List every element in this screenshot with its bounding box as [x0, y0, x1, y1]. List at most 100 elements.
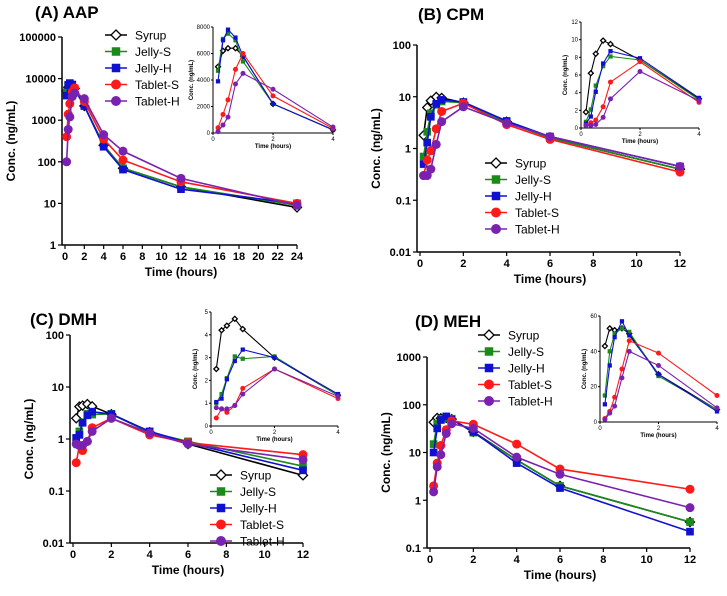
x-tick-label: 10 [259, 549, 271, 561]
data-point [240, 385, 246, 391]
x-tick-label: 20 [252, 251, 264, 263]
data-point [119, 165, 127, 174]
data-point [225, 114, 231, 120]
data-point [232, 402, 238, 408]
y-tick-label: 10 [44, 198, 56, 210]
y-tick-label: 0.1 [49, 486, 64, 498]
x-tick-label: 8 [600, 554, 606, 566]
data-point [442, 412, 451, 421]
data-point [423, 128, 432, 136]
y-tick-label: 100 [46, 330, 64, 342]
data-point [556, 484, 564, 492]
data-point [232, 44, 239, 52]
chart-title: (A) AAP [35, 3, 99, 22]
data-point [429, 487, 439, 497]
inset-series-line [604, 350, 718, 420]
x-tick-label: 16 [214, 251, 226, 263]
inset-series-line [217, 47, 334, 131]
data-point [491, 224, 501, 234]
data-point [177, 185, 185, 193]
legend-label: Tablet-H [135, 95, 180, 109]
inset-y-axis-label: Conc. (ng/mL) [189, 60, 195, 100]
data-point [608, 49, 613, 54]
data-point [601, 342, 609, 350]
data-point [685, 503, 695, 513]
data-point [656, 372, 661, 377]
data-point [599, 37, 607, 44]
inset-y-tick-label: 0 [575, 126, 579, 132]
legend-label: Tablet-S [515, 206, 559, 220]
x-tick-label: 0 [70, 549, 76, 561]
x-tick-label: 8 [139, 251, 145, 263]
data-point [612, 331, 617, 336]
data-point [270, 86, 276, 92]
y-tick-label: 10 [409, 448, 421, 460]
x-tick-label: 12 [175, 251, 187, 263]
data-point [593, 117, 599, 123]
data-point [491, 191, 501, 201]
data-point [714, 405, 720, 411]
legend: Syrup Jelly-S Jelly-H Tablet-S Tablet-H [478, 329, 553, 409]
data-point [299, 462, 307, 471]
x-axis-label: Time (hours) [152, 563, 224, 577]
data-point [491, 207, 501, 218]
data-point [433, 424, 442, 433]
y-tick-label: 0.01 [390, 247, 411, 259]
inset-x-axis-label: Time (hours) [622, 139, 658, 145]
data-point [619, 366, 625, 372]
data-point [224, 44, 232, 52]
data-point [231, 315, 239, 323]
inset-y-tick-label: 2000 [197, 105, 211, 111]
data-point [240, 391, 246, 397]
data-point [602, 402, 608, 407]
data-point [82, 436, 92, 446]
data-point [582, 108, 590, 116]
inset-x-tick-label: 0 [211, 137, 215, 143]
data-point [110, 29, 122, 41]
legend-label: Jelly-S [515, 173, 551, 187]
inset-y-axis-label: Conc. (ng/mL) [563, 55, 569, 95]
inset-series-Jelly-H [215, 27, 336, 133]
data-point [224, 406, 230, 412]
data-point [512, 452, 522, 462]
data-point [233, 38, 238, 43]
data-point [99, 142, 108, 151]
inset-x-tick-label: 4 [697, 132, 701, 138]
data-point [619, 319, 625, 324]
data-point [335, 393, 341, 399]
data-point [213, 415, 219, 421]
data-point [612, 403, 618, 409]
data-point [714, 393, 720, 398]
data-point [225, 31, 231, 36]
inset-series-line [215, 368, 339, 419]
inset-y-tick-label: 6000 [197, 52, 211, 58]
data-point [607, 363, 612, 368]
data-point [292, 200, 302, 210]
legend: Syrup Jelly-S Jelly-H Tablet-S Tablet-H [105, 29, 180, 109]
data-point [111, 47, 121, 56]
y-tick-label: 1 [50, 240, 56, 252]
data-point [63, 124, 73, 134]
inset-chart: 0 2 4 0 1 2 3 4 5 Time (hours) Conc. (ng/mL) [193, 310, 342, 443]
data-point [99, 130, 109, 140]
legend-label: Tablet-H [240, 535, 285, 549]
data-point [545, 132, 555, 142]
x-tick-label: 22 [272, 251, 284, 263]
inset-series-line [215, 355, 339, 404]
x-tick-label: 4 [147, 549, 154, 561]
data-point [612, 394, 618, 400]
chart-title: (D) MEH [415, 312, 481, 331]
data-point [423, 138, 432, 147]
inset-series-Jelly-H [583, 49, 702, 126]
inset-x-tick-label: 2 [638, 132, 642, 138]
inset-y-tick-label: 4000 [197, 78, 211, 84]
inset-series-Tablet-H [583, 68, 702, 128]
data-point [419, 152, 428, 161]
inset-y-tick-label: 20 [590, 385, 597, 391]
inset-y-tick-label: 60 [590, 314, 597, 320]
data-point [601, 61, 606, 66]
y-axis-label: Conc. (ng/mL) [22, 399, 36, 480]
inset-x-tick-label: 4 [336, 430, 340, 436]
chart-title: (B) CPM [418, 5, 484, 24]
